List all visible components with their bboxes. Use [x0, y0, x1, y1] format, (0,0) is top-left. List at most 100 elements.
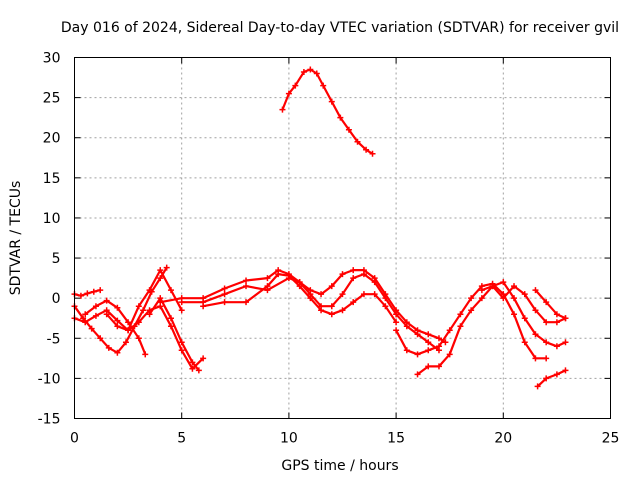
data-point — [189, 359, 196, 366]
data-point — [167, 315, 174, 322]
series-trace — [416, 281, 567, 376]
data-point — [275, 271, 282, 278]
data-point — [442, 339, 449, 346]
data-point — [414, 371, 421, 378]
data-point — [82, 319, 89, 326]
data-point — [393, 327, 400, 334]
data-point — [457, 311, 464, 318]
data-point — [534, 383, 541, 390]
data-point — [382, 303, 389, 310]
x-tick-label: 10 — [280, 431, 298, 447]
y-tick-label: -15 — [38, 412, 61, 428]
data-point — [553, 311, 560, 318]
series-arc-8 — [178, 271, 442, 354]
y-tick-labels: -15 -10 -5 0 5 10 15 20 25 30 — [38, 51, 61, 428]
data-point — [264, 283, 271, 290]
x-tick-label: 0 — [70, 431, 79, 447]
x-tick-label: 20 — [494, 431, 512, 447]
data-point — [92, 312, 99, 319]
data-point — [403, 323, 410, 330]
data-point — [157, 267, 164, 274]
data-point — [511, 283, 518, 290]
x-tick-label: 15 — [387, 431, 405, 447]
data-point — [146, 311, 153, 318]
data-point — [125, 319, 132, 326]
data-point — [425, 331, 432, 338]
data-point — [318, 307, 325, 314]
data-point — [88, 325, 95, 332]
data-point — [521, 339, 528, 346]
data-point — [320, 82, 327, 89]
data-point — [92, 303, 99, 310]
y-axis-label: SDTVAR / TECUs — [8, 181, 24, 296]
chart-title: Day 016 of 2024, Sidereal Day-to-day VTE… — [61, 20, 619, 36]
data-point — [511, 311, 518, 318]
y-tick-label: 15 — [43, 171, 61, 187]
data-point — [328, 283, 335, 290]
series-trace — [73, 266, 168, 354]
data-point — [371, 291, 378, 298]
data-point — [468, 295, 475, 302]
series-arc-9 — [200, 271, 400, 326]
data-point — [189, 365, 196, 372]
data-point — [543, 299, 550, 306]
y-tick-label: 25 — [43, 91, 61, 107]
data-point — [105, 344, 112, 351]
data-point — [345, 126, 352, 133]
series-trace — [148, 297, 200, 372]
data-point — [532, 355, 539, 362]
data-point — [77, 292, 84, 299]
data-point — [435, 335, 442, 342]
x-tick-label: 5 — [177, 431, 186, 447]
x-tick-labels: 0 5 10 15 20 25 — [70, 431, 619, 447]
data-point — [178, 339, 185, 346]
data-point — [296, 283, 303, 290]
data-point — [80, 315, 87, 322]
data-point — [337, 114, 344, 121]
data-point — [339, 271, 346, 278]
data-point — [285, 272, 292, 279]
data-point — [140, 307, 147, 314]
data-point — [350, 267, 357, 274]
data-point — [313, 70, 320, 77]
data-point — [543, 339, 550, 346]
data-point — [414, 351, 421, 358]
data-point — [103, 297, 110, 304]
data-point — [264, 275, 271, 282]
data-point — [511, 295, 518, 302]
data-point — [318, 291, 325, 298]
y-tick-label: -5 — [47, 331, 61, 347]
data-point — [350, 299, 357, 306]
data-point — [307, 66, 314, 73]
data-point — [521, 315, 528, 322]
data-point — [363, 146, 370, 153]
data-point — [457, 323, 464, 330]
y-tick-label: 10 — [43, 211, 61, 227]
data-point — [300, 68, 307, 75]
data-point — [446, 351, 453, 358]
series-arc-10 — [279, 66, 376, 157]
axis-ticks — [74, 57, 611, 419]
y-tick-label: 30 — [43, 51, 61, 67]
data-point — [562, 367, 569, 374]
data-point — [360, 291, 367, 298]
data-point — [221, 299, 228, 306]
data-point — [243, 299, 250, 306]
series-trace — [536, 369, 567, 388]
data-point — [532, 331, 539, 338]
series-arc-15 — [534, 367, 569, 390]
data-point — [425, 347, 432, 354]
data-point — [221, 291, 228, 298]
data-point — [328, 98, 335, 105]
data-point — [339, 291, 346, 298]
data-point — [543, 319, 550, 326]
data-point — [532, 287, 539, 294]
series-trace — [105, 305, 205, 370]
data-point — [135, 303, 142, 310]
data-point — [328, 303, 335, 310]
series-arc-12 — [414, 279, 569, 378]
data-point — [243, 277, 250, 284]
data-point — [178, 307, 185, 314]
data-point — [369, 150, 376, 157]
